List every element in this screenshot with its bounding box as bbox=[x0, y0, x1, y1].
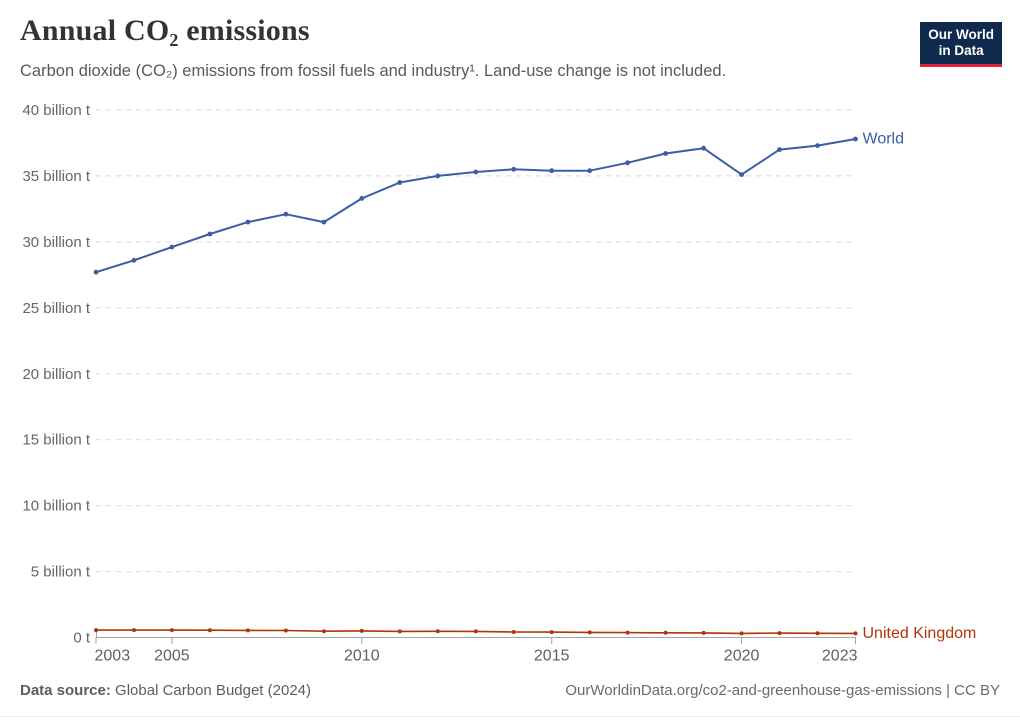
x-axis-tick-label: 2005 bbox=[154, 648, 190, 665]
bottom-divider bbox=[0, 716, 1020, 717]
data-point-united-kingdom[interactable] bbox=[283, 628, 288, 633]
data-point-united-kingdom[interactable] bbox=[132, 628, 136, 633]
data-point-united-kingdom[interactable] bbox=[169, 628, 174, 633]
data-point-united-kingdom[interactable] bbox=[815, 631, 820, 636]
data-point-united-kingdom[interactable] bbox=[511, 630, 516, 634]
data-point-world[interactable] bbox=[663, 151, 668, 156]
y-axis-tick-label: 15 billion t bbox=[22, 432, 90, 449]
data-point-world[interactable] bbox=[283, 211, 289, 217]
y-axis-tick-label: 5 billion t bbox=[31, 564, 91, 581]
data-point-world[interactable] bbox=[853, 136, 858, 142]
data-point-united-kingdom[interactable] bbox=[94, 628, 98, 633]
owid-logo-line1: Our World bbox=[928, 27, 994, 42]
data-point-united-kingdom[interactable] bbox=[587, 630, 592, 635]
data-point-world[interactable] bbox=[473, 169, 479, 175]
series-label-world[interactable]: World bbox=[863, 131, 905, 148]
x-axis-tick-label: 2023 bbox=[822, 648, 858, 665]
data-point-united-kingdom[interactable] bbox=[625, 630, 630, 635]
data-point-world[interactable] bbox=[359, 196, 365, 201]
y-axis-tick-label: 10 billion t bbox=[22, 498, 90, 515]
y-axis-tick-label: 35 billion t bbox=[22, 168, 90, 185]
data-source: Data source: Global Carbon Budget (2024) bbox=[20, 682, 311, 699]
data-point-world[interactable] bbox=[435, 173, 441, 179]
data-point-united-kingdom[interactable] bbox=[777, 631, 782, 636]
data-point-world[interactable] bbox=[511, 166, 517, 172]
data-point-world[interactable] bbox=[207, 231, 213, 237]
data-point-united-kingdom[interactable] bbox=[359, 628, 364, 633]
data-point-world[interactable] bbox=[397, 180, 403, 185]
x-axis-tick-label: 2003 bbox=[95, 648, 131, 665]
chart-subtitle: Carbon dioxide (CO₂) emissions from foss… bbox=[20, 62, 727, 80]
data-point-world[interactable] bbox=[701, 145, 706, 151]
data-point-world[interactable] bbox=[131, 257, 137, 263]
data-point-world[interactable] bbox=[549, 168, 555, 174]
data-point-world[interactable] bbox=[93, 269, 99, 275]
x-axis-tick-label: 2020 bbox=[724, 648, 760, 665]
owid-logo-line2: in Data bbox=[938, 43, 984, 59]
y-axis-tick-label: 25 billion t bbox=[22, 300, 90, 317]
x-axis-tick-label: 2010 bbox=[344, 648, 380, 665]
y-axis-tick-label: 20 billion t bbox=[22, 366, 90, 383]
data-point-united-kingdom[interactable] bbox=[739, 631, 744, 636]
data-point-united-kingdom[interactable] bbox=[321, 629, 326, 634]
data-point-united-kingdom[interactable] bbox=[701, 630, 706, 635]
data-point-world[interactable] bbox=[625, 160, 630, 166]
data-point-united-kingdom[interactable] bbox=[473, 629, 478, 634]
series-label-united-kingdom[interactable]: United Kingdom bbox=[863, 625, 977, 642]
data-source-label: Data source: bbox=[20, 682, 111, 699]
data-point-united-kingdom[interactable] bbox=[549, 630, 554, 635]
y-axis-tick-label: 40 billion t bbox=[22, 102, 90, 119]
y-axis-tick-label: 0 t bbox=[73, 630, 91, 647]
data-point-united-kingdom[interactable] bbox=[207, 628, 212, 633]
data-point-united-kingdom[interactable] bbox=[853, 631, 858, 636]
data-point-united-kingdom[interactable] bbox=[245, 628, 250, 633]
data-point-world[interactable] bbox=[739, 172, 744, 178]
y-axis-tick-label: 30 billion t bbox=[22, 234, 90, 251]
data-point-world[interactable] bbox=[587, 168, 593, 174]
data-point-world[interactable] bbox=[321, 219, 327, 225]
data-point-united-kingdom[interactable] bbox=[663, 630, 668, 635]
data-point-world[interactable] bbox=[245, 219, 251, 225]
data-point-world[interactable] bbox=[815, 143, 820, 149]
chart-title: Annual CO₂ emissions bbox=[20, 14, 310, 47]
series-line-world[interactable] bbox=[95, 138, 857, 274]
data-point-united-kingdom[interactable] bbox=[397, 629, 402, 634]
license-link[interactable]: OurWorldinData.org/co2-and-greenhouse-ga… bbox=[565, 682, 1000, 699]
x-axis-tick-label: 2015 bbox=[534, 648, 570, 665]
data-point-united-kingdom[interactable] bbox=[435, 629, 440, 634]
data-point-world[interactable] bbox=[777, 147, 782, 153]
owid-logo[interactable]: Our World in Data bbox=[920, 22, 1002, 67]
data-source-value: Global Carbon Budget (2024) bbox=[110, 682, 312, 699]
data-point-world[interactable] bbox=[169, 244, 175, 250]
